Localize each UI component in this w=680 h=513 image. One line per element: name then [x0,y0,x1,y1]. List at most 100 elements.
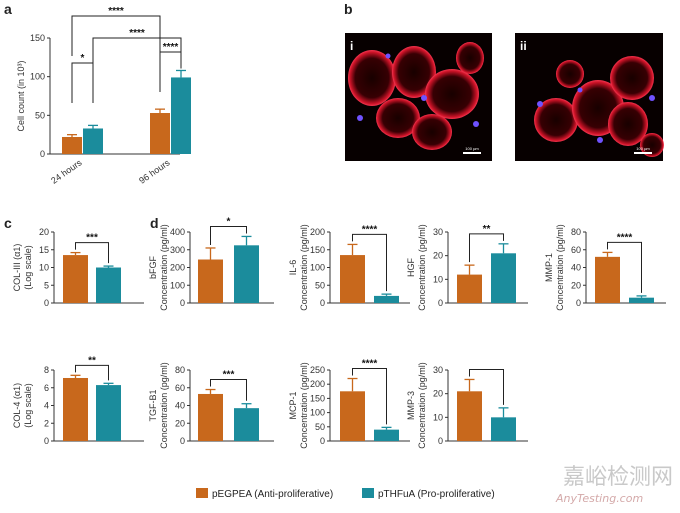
y-tick-label: 15 [39,245,49,255]
significance-label: * [81,53,85,64]
chart-col4: 0 2 4 6 8 ** COL-4 (α1) (Log scale) [12,355,144,446]
y-tick-label: 40 [571,263,581,273]
y-tick-label: 20 [175,418,185,428]
bar [595,256,620,303]
bar [83,128,103,154]
y-tick-label: 80 [175,365,185,375]
y-tick-label: 50 [315,422,325,432]
legend: pEGPEA (Anti-proliferative) pTHFuA (Pro-… [196,488,495,500]
y-axis-label-unit: Concentration (pg/ml) [299,224,309,311]
chart-mmp1: 0 20 40 60 80 **** MMP-1 Concentration (pg/ml) [544,224,666,311]
y-tick-label: 150 [310,245,325,255]
bar [96,385,121,441]
significance-bracket [469,233,504,263]
significance-bracket [71,15,161,56]
x-tick-label: 24 hours [49,157,84,186]
y-tick-label: 80 [571,227,581,237]
bar [63,255,88,303]
y-axis-label-unit: (Log scale) [23,383,33,428]
significance-bracket [159,51,182,92]
y-axis-label: bFGF [148,256,158,280]
bar [62,136,82,154]
y-tick-label: 50 [35,110,45,120]
significance-label: **** [163,42,179,53]
y-tick-label: 50 [315,280,325,290]
micrograph-i: 100 µm i [345,33,492,161]
significance-label: *** [223,370,235,381]
chart-tgfb1: 0 20 40 60 80 *** TGF-B1 Concentration (pg/ml) [148,362,274,449]
bar [491,253,516,303]
y-tick-label: 0 [44,298,49,308]
scale-bar-ii: 100 µm [636,146,650,151]
legend-label-pthfua: pTHFuA (Pro-proliferative) [378,489,495,500]
y-tick-label: 5 [44,280,49,290]
significance-bracket [210,225,247,245]
panel-label-d: d [150,215,159,231]
y-tick-label: 30 [433,227,443,237]
chart-col3: 0 5 10 15 20 *** COL-III (α1) (Log scale) [12,227,144,308]
y-tick-label: 10 [39,263,49,273]
y-tick-label: 0 [438,298,443,308]
y-axis-label-unit: Concentration (pg/ml) [159,362,169,449]
y-tick-label: 20 [571,280,581,290]
y-tick-label: 20 [433,251,443,261]
chart-bfgf: 0 100 200 300 400 * bFGF Concentration (pg/ml) [148,216,274,311]
y-tick-label: 100 [310,263,325,273]
y-tick-label: 0 [180,436,185,446]
significance-label: **** [362,224,378,235]
y-tick-label: 150 [30,33,45,43]
y-axis-label: COL-4 (α1) [12,383,22,428]
significance-label: **** [617,232,633,243]
y-axis-label-unit: Concentration (pg/ml) [159,224,169,311]
bar [374,295,399,303]
watermark-en: AnyTesting.com [555,492,643,505]
y-tick-label: 150 [310,393,325,403]
y-tick-label: 10 [433,412,443,422]
chart-mcp1: 0 50 100 150 200 250 **** MCP-1 Concentration (p… [288,359,410,449]
bar [491,417,516,441]
y-tick-label: 100 [170,280,185,290]
y-tick-label: 60 [571,245,581,255]
y-axis-label: COL-III (α1) [12,244,22,292]
chart-mmp3: 0 10 20 30 MMP-3 Concentration (pg/ml) [406,362,528,449]
y-axis-label: MCP-1 [288,391,298,419]
significance-label: **** [362,359,378,370]
significance-bracket [352,233,387,292]
y-axis-label-unit: Concentration (pg/ml) [555,224,565,311]
significance-bracket [75,364,109,381]
bar [198,259,223,303]
micrograph-label-ii: ii [520,39,527,53]
y-tick-label: 0 [320,298,325,308]
bar [457,274,482,303]
bar [374,429,399,441]
micrograph-ii: 100 µm ii [515,33,664,161]
significance-bracket [352,368,387,425]
bar [198,393,223,441]
y-axis-label-unit: Concentration (pg/ml) [299,362,309,449]
legend-swatch-pegpea [196,488,208,498]
watermark-cn: 嘉峪检测网 [563,465,673,490]
panel-label-c: c [4,215,12,231]
bar [340,255,365,303]
bar [63,377,88,441]
significance-label: **** [108,6,124,17]
y-axis-label: MMP-1 [544,253,554,282]
y-axis-label: IL-6 [288,260,298,276]
significance-label: ** [483,224,491,235]
y-tick-label: 200 [310,379,325,389]
y-tick-label: 0 [40,149,45,159]
y-tick-label: 0 [180,298,185,308]
bar [234,408,259,441]
y-tick-label: 200 [310,227,325,237]
y-tick-label: 20 [433,389,443,399]
bar [150,113,170,154]
y-axis-label: MMP-3 [406,391,416,420]
watermark: 嘉峪检测网 AnyTesting.com [555,465,673,505]
y-tick-label: 0 [438,436,443,446]
significance-bracket [210,379,247,401]
legend-label-pegpea: pEGPEA (Anti-proliferative) [212,489,333,500]
y-axis-label: Cell count (in 10³) [16,60,26,131]
y-tick-label: 400 [170,227,185,237]
